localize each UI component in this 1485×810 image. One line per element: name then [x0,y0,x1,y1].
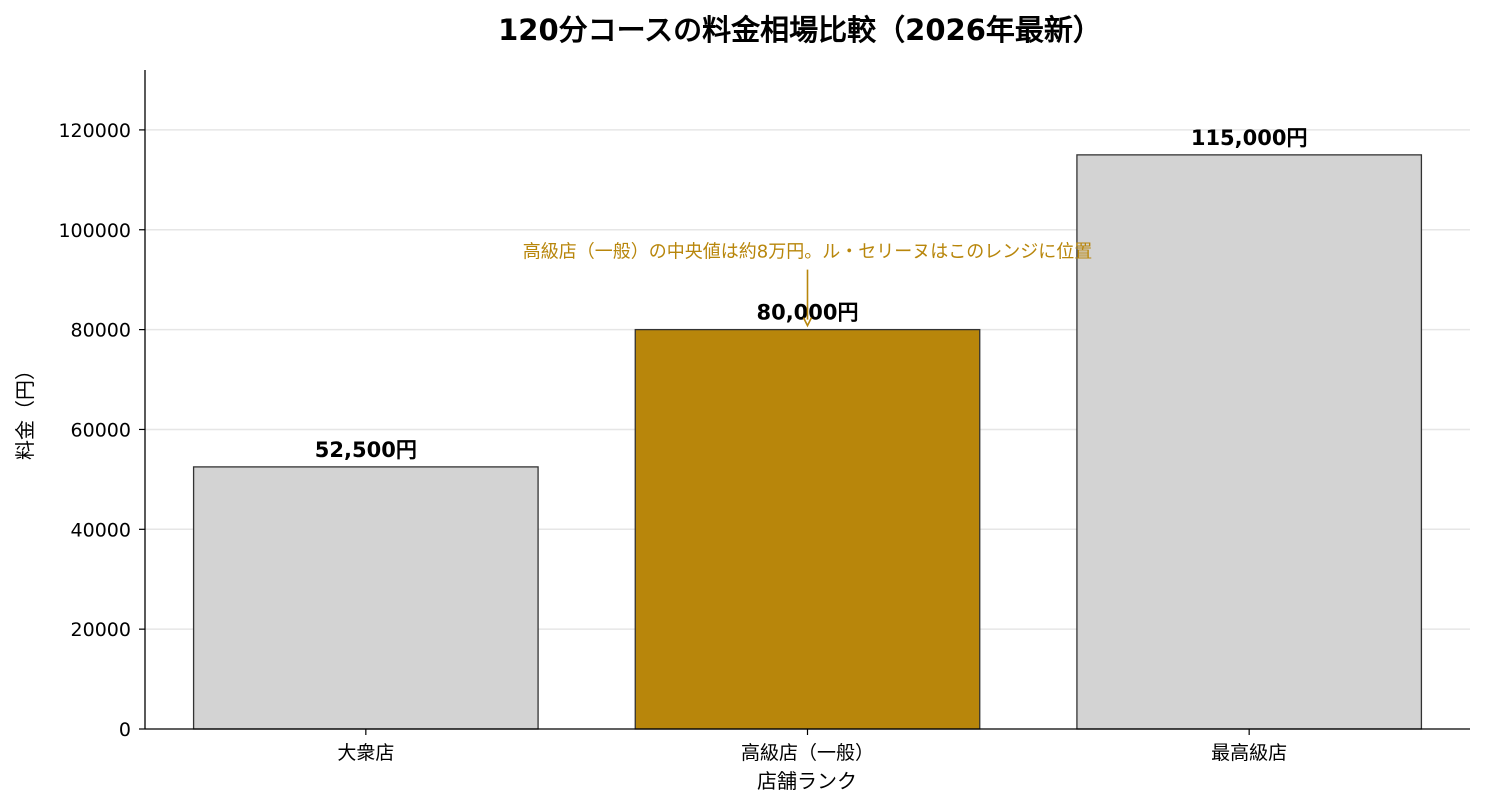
y-tick-label: 20000 [71,619,131,641]
annotation: 高級店（一般）の中央値は約8万円。ル・セリーヌはこのレンジに位置 [523,242,1092,328]
y-tick-label: 100000 [58,220,131,242]
bar [634,328,981,730]
bar [1076,154,1423,730]
annotation-text: 高級店（一般）の中央値は約8万円。ル・セリーヌはこのレンジに位置 [523,242,1092,263]
y-tick-label: 120000 [58,120,131,142]
y-axis-ticks: 0 20000 40000 60000 80000 100000 120000 [58,120,145,741]
y-tick-label: 80000 [71,320,131,342]
y-tick-label: 60000 [71,419,131,441]
x-tick-label: 高級店（一般） [741,742,874,764]
bar-value-label: 115,000円 [1191,126,1308,150]
x-tick-label: 大衆店 [337,742,394,764]
x-axis-label: 店舗ランク [757,769,857,793]
bar [192,466,539,730]
y-tick-label: 0 [119,719,131,741]
x-axis-ticks: 大衆店 高級店（一般） 最高級店 [337,729,1287,764]
x-tick-label: 最高級店 [1211,742,1287,764]
chart-title: 120分コースの料金相場比較（2026年最新） [498,13,1102,47]
y-axis-label: 料金（円） [13,360,37,460]
y-tick-label: 40000 [71,519,131,541]
annotation-arrow-head [802,317,813,328]
bar-value-label: 52,500円 [315,438,417,462]
bars [192,154,1423,730]
